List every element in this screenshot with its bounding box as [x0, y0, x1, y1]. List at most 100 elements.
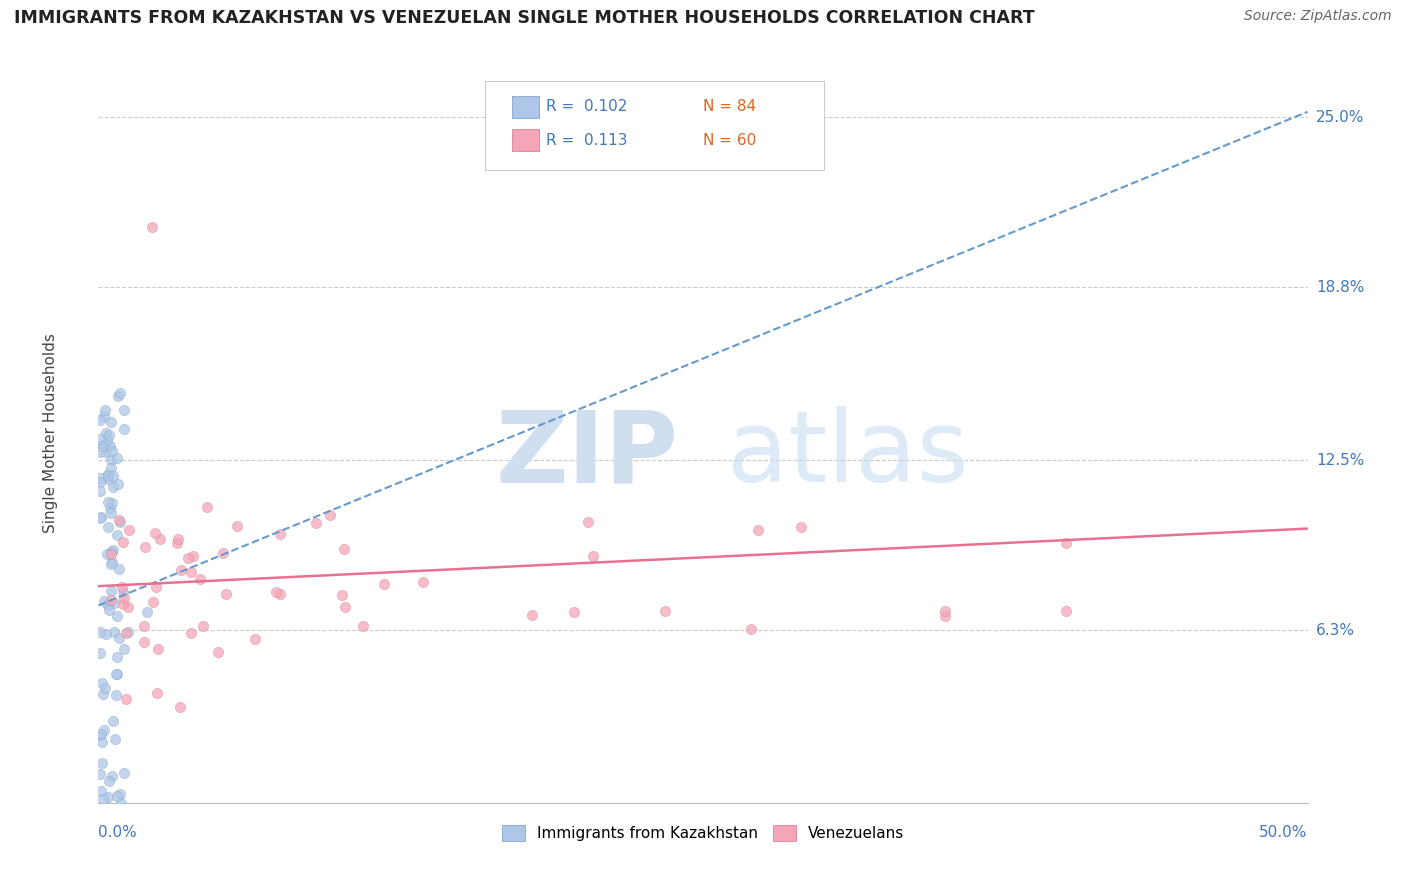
- Point: [105, 649, 128, 664]
- Point: [107, 389, 129, 403]
- Point: [215, 587, 238, 601]
- Point: [108, 513, 131, 527]
- Point: [103, 469, 125, 483]
- Point: [333, 599, 356, 614]
- Point: [148, 642, 170, 657]
- Point: [789, 520, 811, 534]
- Point: [89, 412, 111, 426]
- Point: [654, 604, 676, 618]
- Point: [111, 598, 134, 612]
- Point: [90, 510, 112, 524]
- Point: [97, 789, 120, 804]
- Text: 25.0%: 25.0%: [1316, 110, 1364, 125]
- Point: [93, 594, 115, 608]
- Point: [91, 687, 114, 701]
- Text: ZIP: ZIP: [496, 407, 679, 503]
- Point: [305, 516, 328, 530]
- Point: [94, 402, 117, 417]
- Text: atlas: atlas: [727, 407, 969, 503]
- Point: [97, 428, 120, 442]
- Point: [90, 756, 112, 770]
- Point: [108, 562, 131, 576]
- Point: [110, 787, 132, 801]
- Point: [207, 645, 229, 659]
- FancyBboxPatch shape: [512, 95, 538, 118]
- Point: [96, 433, 118, 447]
- Point: [101, 714, 124, 728]
- Point: [100, 506, 122, 520]
- Point: [89, 646, 111, 660]
- Point: [91, 439, 114, 453]
- Point: [98, 439, 121, 453]
- Text: Single Mother Households: Single Mother Households: [42, 333, 58, 533]
- Point: [180, 566, 202, 580]
- Point: [934, 604, 956, 618]
- Point: [89, 511, 111, 525]
- FancyBboxPatch shape: [485, 81, 824, 169]
- Point: [112, 591, 135, 605]
- Text: R =  0.102: R = 0.102: [546, 99, 627, 114]
- Point: [191, 619, 214, 633]
- Point: [134, 619, 156, 633]
- Point: [89, 625, 111, 640]
- Text: 6.3%: 6.3%: [1316, 623, 1355, 638]
- Point: [562, 605, 585, 619]
- Point: [100, 583, 122, 598]
- Point: [318, 508, 340, 522]
- Point: [103, 596, 125, 610]
- Point: [105, 666, 128, 681]
- Text: R =  0.113: R = 0.113: [546, 133, 627, 148]
- Point: [107, 667, 129, 681]
- Point: [93, 681, 115, 695]
- Point: [111, 534, 134, 549]
- Point: [330, 589, 353, 603]
- Point: [105, 688, 128, 702]
- Point: [522, 607, 544, 622]
- Point: [100, 495, 122, 509]
- Point: [89, 471, 111, 485]
- Point: [97, 598, 120, 612]
- Point: [117, 600, 139, 615]
- Point: [100, 453, 122, 467]
- Point: [112, 584, 135, 599]
- Point: [114, 766, 136, 780]
- Point: [146, 686, 169, 700]
- Point: [104, 731, 127, 746]
- Point: [89, 483, 111, 498]
- Point: [98, 500, 121, 515]
- Point: [167, 532, 190, 546]
- Point: [145, 580, 167, 594]
- Point: [89, 475, 111, 490]
- Point: [188, 572, 211, 586]
- Point: [105, 450, 128, 465]
- Point: [100, 415, 122, 429]
- Point: [101, 444, 124, 458]
- Point: [89, 445, 111, 459]
- Point: [89, 433, 111, 447]
- Point: [245, 632, 267, 647]
- Point: [110, 515, 132, 529]
- Point: [373, 577, 395, 591]
- Point: [97, 519, 120, 533]
- Point: [105, 527, 128, 541]
- Point: [118, 523, 141, 537]
- Point: [143, 526, 166, 541]
- Point: [212, 546, 235, 560]
- Point: [100, 592, 122, 607]
- Point: [226, 519, 249, 533]
- Point: [94, 626, 117, 640]
- Point: [105, 789, 128, 803]
- Point: [115, 626, 138, 640]
- Point: [90, 676, 112, 690]
- Text: 18.8%: 18.8%: [1316, 280, 1364, 294]
- Point: [269, 527, 291, 541]
- Point: [149, 532, 172, 546]
- Point: [166, 535, 188, 549]
- Point: [100, 558, 122, 572]
- Point: [169, 699, 191, 714]
- Point: [93, 723, 115, 737]
- Point: [103, 625, 125, 640]
- Point: [89, 728, 111, 742]
- Point: [117, 624, 139, 639]
- Point: [110, 796, 132, 810]
